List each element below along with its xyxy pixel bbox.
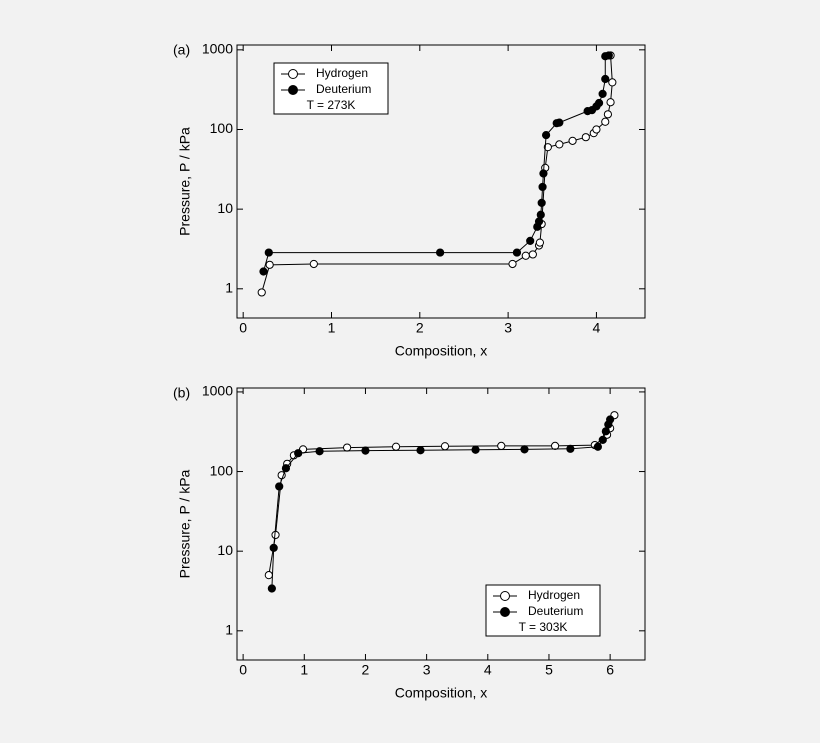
annotation: T = 303K xyxy=(519,620,568,634)
legend-label: Deuterium xyxy=(316,82,371,96)
data-point xyxy=(267,584,276,593)
data-point xyxy=(440,442,450,451)
data-point xyxy=(598,435,607,444)
data-point xyxy=(536,210,545,219)
data-point xyxy=(281,464,291,473)
y-tick-label: 1000 xyxy=(202,41,233,57)
data-point xyxy=(593,442,602,451)
data-point xyxy=(315,447,324,456)
data-point xyxy=(538,182,547,192)
data-point xyxy=(555,118,564,127)
data-point xyxy=(550,441,560,450)
annotation: T = 273K xyxy=(307,98,356,112)
y-tick-label: 100 xyxy=(210,462,234,478)
x-tick-label: 0 xyxy=(239,662,247,678)
data-point xyxy=(259,267,268,276)
data-point xyxy=(275,482,284,491)
x-tick-label: 3 xyxy=(423,662,431,678)
series-line xyxy=(271,419,611,589)
data-point xyxy=(309,259,318,269)
data-point xyxy=(604,51,613,60)
x-tick-label: 4 xyxy=(593,320,601,336)
data-point xyxy=(528,250,537,259)
data-point xyxy=(568,136,577,145)
data-point xyxy=(543,143,552,152)
x-tick-label: 1 xyxy=(328,320,336,336)
x-tick-label: 4 xyxy=(484,662,492,678)
data-point xyxy=(555,140,564,149)
data-point xyxy=(539,169,548,178)
x-axis-label: Composition, x xyxy=(395,343,488,359)
data-point xyxy=(594,98,604,108)
data-point xyxy=(601,427,610,436)
x-tick-label: 1 xyxy=(300,662,308,678)
y-tick-label: 1 xyxy=(225,280,233,296)
legend-marker xyxy=(288,85,298,95)
data-point xyxy=(603,110,613,119)
data-point xyxy=(471,445,480,454)
data-point xyxy=(508,259,517,269)
y-axis-label: Pressure, P / kPa xyxy=(177,127,193,236)
x-tick-label: 2 xyxy=(362,662,370,678)
legend-label: Hydrogen xyxy=(316,66,368,80)
data-point xyxy=(269,543,278,552)
data-point xyxy=(601,74,610,84)
data-point xyxy=(520,445,529,454)
y-tick-label: 10 xyxy=(217,542,233,558)
data-point xyxy=(361,446,370,455)
data-point xyxy=(601,117,610,126)
data-point xyxy=(541,131,551,140)
x-tick-label: 0 xyxy=(239,320,247,336)
panel-label: (b) xyxy=(173,385,190,401)
legend-label: Hydrogen xyxy=(528,588,580,602)
data-point xyxy=(294,449,303,458)
plot-frame xyxy=(236,387,646,661)
panel-label: (a) xyxy=(173,42,190,58)
data-point xyxy=(598,89,607,98)
x-tick-label: 3 xyxy=(504,320,512,336)
data-point xyxy=(512,248,522,257)
data-point xyxy=(416,446,425,455)
x-tick-label: 5 xyxy=(545,662,553,678)
data-point xyxy=(257,288,266,297)
series-line xyxy=(263,54,609,272)
data-point xyxy=(535,238,545,247)
data-point xyxy=(436,248,445,257)
data-point xyxy=(391,442,401,451)
data-point xyxy=(606,98,615,107)
data-point xyxy=(534,217,544,226)
data-point xyxy=(497,441,506,450)
plot-frame xyxy=(236,44,646,319)
data-point xyxy=(521,251,530,260)
x-tick-label: 2 xyxy=(416,320,424,336)
data-point xyxy=(606,415,615,424)
legend-marker xyxy=(288,69,298,79)
y-axis-label: Pressure, P / kPa xyxy=(177,469,193,578)
data-point xyxy=(592,125,601,134)
data-point xyxy=(264,248,273,257)
data-point xyxy=(537,198,546,207)
y-tick-label: 1 xyxy=(225,622,233,638)
legend-marker xyxy=(500,591,510,601)
y-tick-label: 10 xyxy=(217,200,233,216)
legend-marker xyxy=(500,607,510,617)
series-line xyxy=(268,415,615,576)
data-point xyxy=(581,133,590,142)
x-tick-label: 6 xyxy=(606,662,614,678)
data-point xyxy=(343,443,352,452)
data-point xyxy=(566,444,575,453)
x-axis-label: Composition, x xyxy=(395,685,488,701)
data-point xyxy=(608,78,617,87)
legend-label: Deuterium xyxy=(528,604,583,618)
data-point xyxy=(264,571,273,580)
y-tick-label: 100 xyxy=(210,120,234,136)
data-point xyxy=(526,236,535,245)
y-tick-label: 1000 xyxy=(202,383,233,399)
data-point xyxy=(265,260,274,269)
